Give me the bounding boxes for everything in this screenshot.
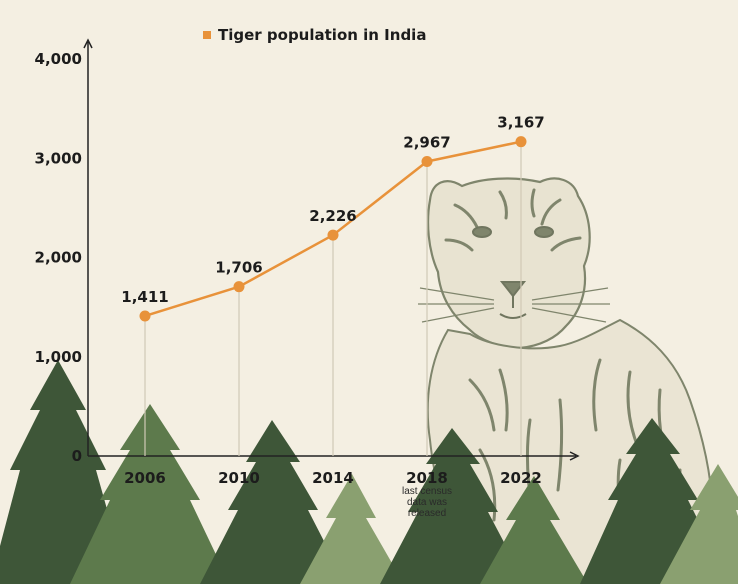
- legend-label: Tiger population in India: [218, 26, 426, 44]
- y-axis-arrow: [83, 38, 93, 49]
- data-point: [515, 136, 527, 148]
- forest-illustration: [0, 360, 738, 584]
- tiger-head-outline: [426, 177, 591, 350]
- tiger-face: [472, 226, 554, 319]
- data-point: [233, 281, 245, 293]
- x-tick-label: 2022: [500, 469, 542, 487]
- annotation-line: data was: [407, 497, 447, 508]
- x-tick-label: 2014: [312, 469, 354, 487]
- data-point: [139, 310, 151, 322]
- x-tick-label: 2010: [218, 469, 260, 487]
- y-tick-label: 4,000: [35, 50, 82, 68]
- tree-8: [660, 464, 738, 584]
- y-tick-label: 1,000: [35, 348, 82, 366]
- data-label: 1,706: [215, 259, 262, 277]
- tree-5: [380, 428, 526, 584]
- legend-marker: [203, 31, 211, 39]
- y-tick-label: 3,000: [35, 149, 82, 167]
- tree-2: [70, 404, 230, 584]
- y-tick-label: 0: [72, 447, 82, 465]
- data-point: [421, 156, 433, 168]
- drop-lines: [144, 141, 522, 456]
- legend: Tiger population in India: [203, 26, 426, 44]
- x-tick-label: 2018: [406, 469, 448, 487]
- data-point: [327, 229, 339, 241]
- data-label: 3,167: [497, 114, 544, 132]
- data-label: 1,411: [121, 288, 168, 306]
- data-label: 2,226: [309, 207, 356, 225]
- axes: [83, 38, 580, 461]
- annotation-line: released: [408, 508, 446, 519]
- tiger-whiskers: [418, 287, 610, 323]
- tree-3: [200, 420, 346, 584]
- y-tick-labels: 0 1,000 2,000 3,000 4,000: [35, 50, 82, 465]
- tree-1: [0, 360, 128, 584]
- data-label: 2,967: [403, 134, 450, 152]
- tree-6: [480, 476, 588, 584]
- x-tick-labels: 2006 2010 2014 2018 2022: [124, 469, 542, 487]
- x-axis-arrow: [569, 451, 580, 461]
- data-labels: 1,411 1,706 2,226 2,967 3,167: [121, 114, 544, 306]
- x-tick-label: 2006: [124, 469, 166, 487]
- tree-4: [300, 474, 404, 584]
- y-tick-label: 2,000: [35, 249, 82, 267]
- data-points: [139, 136, 527, 322]
- annotation-line: last census: [402, 486, 452, 497]
